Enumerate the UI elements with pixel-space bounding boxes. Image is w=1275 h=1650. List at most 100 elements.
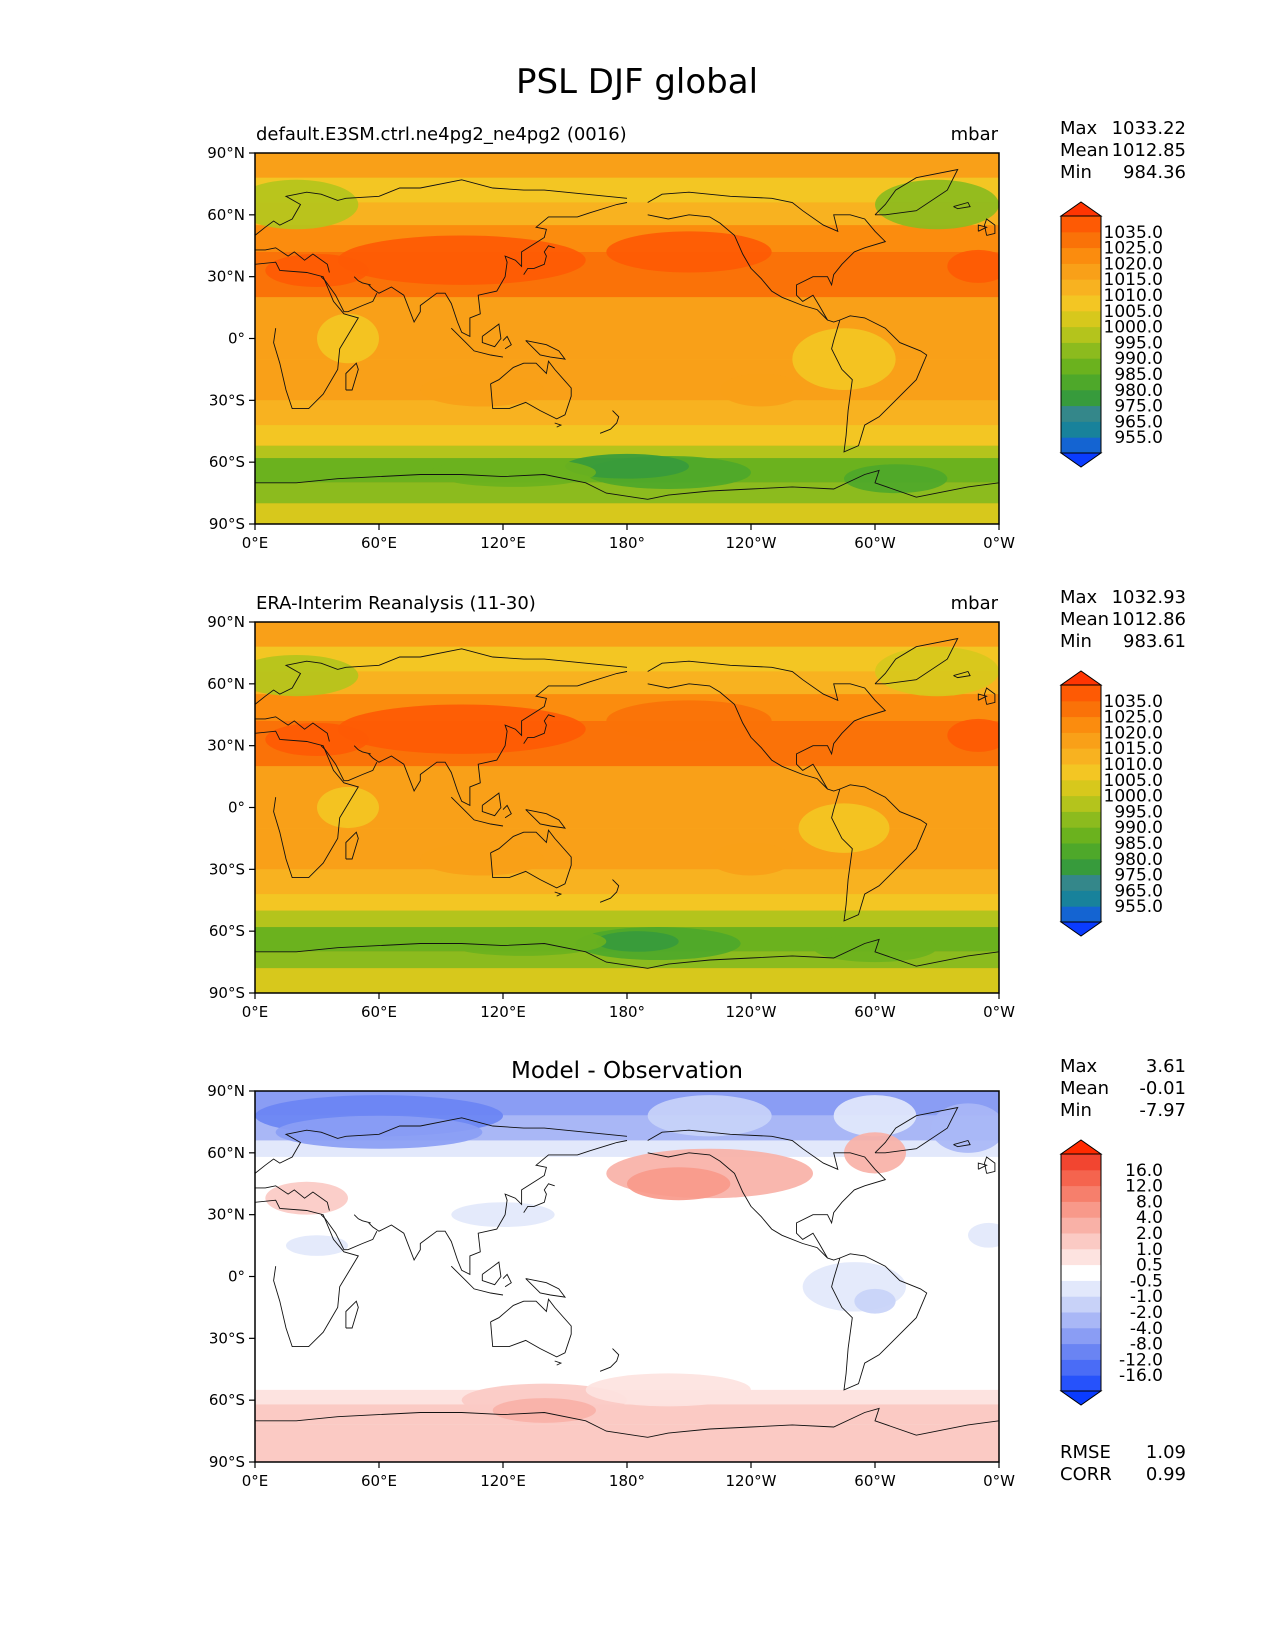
y-tick-label: 90°S bbox=[209, 984, 245, 1002]
coastline bbox=[368, 202, 628, 338]
colorbar-label: 980.0 bbox=[1114, 850, 1163, 870]
colorbar-label: 1.0 bbox=[1136, 1240, 1163, 1260]
colorbar-extend-max bbox=[1059, 201, 1103, 217]
field-band bbox=[255, 671, 999, 695]
coastlines bbox=[254, 1106, 1000, 1438]
colorbar-segment bbox=[1061, 827, 1101, 844]
y-tick-label: 30°N bbox=[207, 268, 245, 286]
coastline bbox=[502, 1273, 512, 1288]
panel-reference: 0°E 60°E 120°E 180° 120°W 60°W 0°W 90°N 60°N 30°… bbox=[207, 587, 1186, 1021]
field-anomaly bbox=[317, 313, 379, 364]
coastline bbox=[345, 362, 359, 391]
colorbar-label: -16.0 bbox=[1119, 1366, 1163, 1386]
colorbar-label: 1025.0 bbox=[1104, 708, 1163, 728]
y-tick-labels: 90°N 60°N 30°N 0° 30°S 60°S 90°S bbox=[207, 1082, 255, 1471]
stat-corr-label: CORR bbox=[1060, 1464, 1112, 1485]
coastline bbox=[450, 1265, 504, 1296]
colorbar-segment bbox=[1061, 1327, 1101, 1345]
x-tick-label: 60°W bbox=[854, 1003, 896, 1021]
colorbar-segment bbox=[1061, 685, 1101, 702]
x-tick-label: 180° bbox=[609, 1003, 645, 1021]
colorbar-segment bbox=[1061, 748, 1101, 765]
colorbar-segment bbox=[1061, 263, 1101, 280]
colorbar-frame bbox=[1060, 215, 1102, 454]
coastline bbox=[490, 829, 572, 889]
field-anomaly bbox=[420, 373, 545, 407]
y-tick-label: 60°N bbox=[207, 675, 245, 693]
colorbar-label: 2.0 bbox=[1136, 1224, 1163, 1244]
coastline bbox=[368, 1140, 628, 1276]
field-anomaly bbox=[947, 249, 999, 283]
stat-mean-label: Mean bbox=[1060, 609, 1109, 630]
colorbar-segment bbox=[1061, 1343, 1101, 1360]
coastline bbox=[599, 879, 620, 903]
colorbar-label: -2.0 bbox=[1130, 1303, 1163, 1323]
stat-max-label: Max bbox=[1060, 587, 1098, 608]
stats-block: Max 3.61 Mean -0.01 Min -7.97 bbox=[1060, 1056, 1186, 1121]
stat-max-label: Max bbox=[1060, 1056, 1098, 1077]
field-band bbox=[255, 910, 999, 928]
colorbar-segment bbox=[1061, 843, 1101, 860]
figure-title: PSL DJF global bbox=[516, 62, 758, 102]
field-anomaly bbox=[420, 842, 545, 876]
x-tick-label: 0°E bbox=[242, 1472, 269, 1490]
x-tick-label: 120°W bbox=[726, 1003, 777, 1021]
colorbar-label: -4.0 bbox=[1130, 1319, 1163, 1339]
stat-min-label: Min bbox=[1060, 1100, 1092, 1121]
field-anomaly bbox=[585, 1373, 751, 1407]
colorbar-segment bbox=[1061, 811, 1101, 828]
field-anomaly bbox=[596, 931, 679, 952]
coastline bbox=[874, 1106, 959, 1154]
coastline bbox=[502, 804, 512, 819]
coastline bbox=[320, 745, 378, 782]
colorbar-label: 985.0 bbox=[1114, 365, 1163, 385]
field-anomaly bbox=[627, 1167, 731, 1201]
y-tick-label: 90°N bbox=[207, 1082, 245, 1100]
coastline bbox=[320, 276, 378, 313]
stat-max-label: Max bbox=[1060, 118, 1098, 139]
x-tick-label: 180° bbox=[609, 1472, 645, 1490]
field-band bbox=[255, 177, 999, 203]
colorbar-label: 8.0 bbox=[1136, 1192, 1163, 1212]
x-tick-label: 120°W bbox=[726, 1472, 777, 1490]
colorbar-segment bbox=[1061, 1280, 1101, 1297]
x-tick-label: 0°E bbox=[242, 534, 269, 552]
coastline bbox=[481, 792, 502, 817]
colorbar-label: 955.0 bbox=[1114, 428, 1163, 448]
y-tick-label: 60°S bbox=[209, 453, 245, 471]
coastline bbox=[353, 1214, 371, 1224]
field-anomaly bbox=[430, 458, 596, 487]
colorbar-frame bbox=[1060, 684, 1102, 923]
coastline bbox=[255, 938, 1000, 969]
colorbar-segment bbox=[1061, 858, 1101, 876]
coastline bbox=[481, 1261, 502, 1286]
field-band bbox=[255, 622, 999, 647]
y-tick-labels: 90°N 60°N 30°N 0° 30°S 60°S 90°S bbox=[207, 144, 255, 533]
coastline bbox=[554, 422, 563, 428]
field-band bbox=[255, 968, 999, 993]
field-anomaly bbox=[968, 1222, 999, 1248]
x-tick-label: 120°W bbox=[726, 534, 777, 552]
colorbar-segment bbox=[1061, 421, 1101, 438]
stat-min-value: 983.61 bbox=[1123, 631, 1186, 652]
x-tick-labels: 0°E 60°E 120°E 180° 120°W 60°W 0°W bbox=[242, 524, 1015, 552]
field-anomaly bbox=[930, 1103, 999, 1153]
field-anomaly bbox=[709, 842, 793, 876]
colorbar-label: 1035.0 bbox=[1104, 692, 1163, 712]
field-band bbox=[255, 503, 999, 524]
colorbar-label: 1010.0 bbox=[1104, 286, 1163, 306]
colorbar-segment bbox=[1061, 1201, 1101, 1218]
y-tick-label: 30°N bbox=[207, 1206, 245, 1224]
coastline bbox=[345, 831, 359, 860]
field-anomaly bbox=[798, 803, 890, 853]
colorbar-segment bbox=[1061, 310, 1101, 328]
coastline bbox=[599, 410, 620, 434]
stat-min-value: -7.97 bbox=[1139, 1100, 1186, 1121]
coastline bbox=[647, 191, 887, 323]
colorbar-label: -1.0 bbox=[1130, 1287, 1163, 1307]
panel-title-center: Model - Observation bbox=[511, 1058, 743, 1084]
coastline bbox=[525, 1278, 567, 1298]
units-label: mbar bbox=[951, 593, 999, 614]
coastline bbox=[525, 809, 567, 829]
colorbar-label: 1000.0 bbox=[1104, 318, 1163, 338]
